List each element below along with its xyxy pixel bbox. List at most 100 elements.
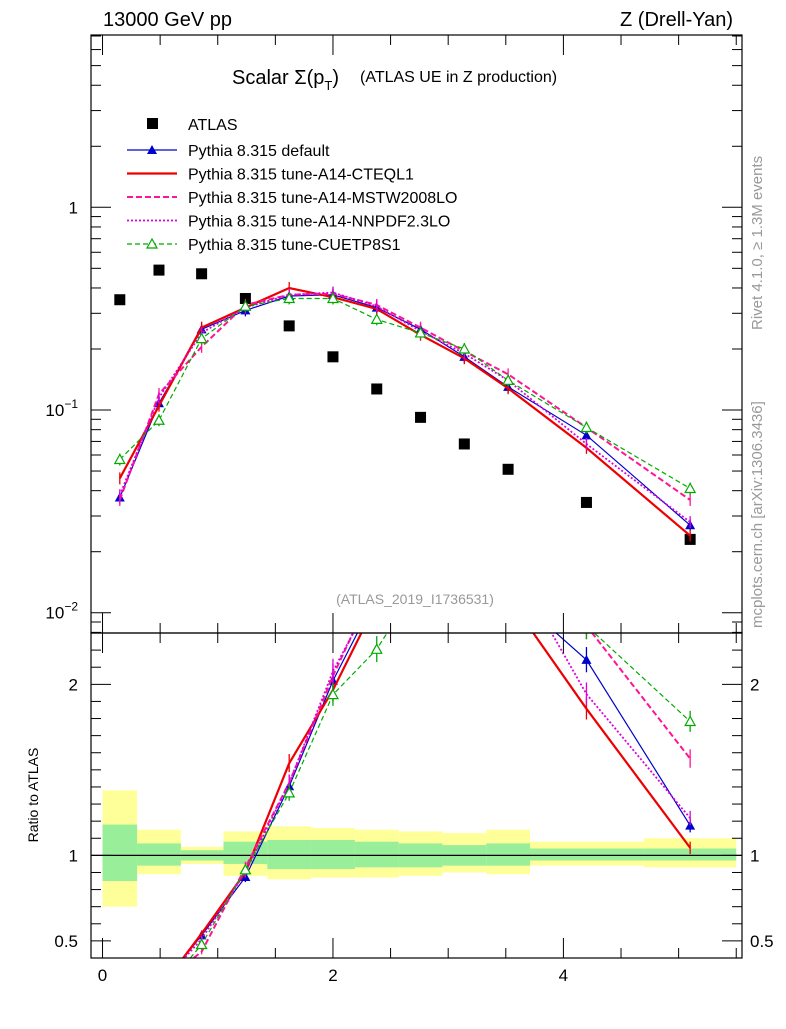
series-4-point	[370, 313, 383, 324]
series-4-point	[684, 482, 697, 494]
ratio-band-inner	[102, 824, 138, 882]
ratio-band-inner	[267, 839, 312, 870]
data-point-atlas	[327, 351, 339, 363]
series-1-ratio-line	[181, 633, 692, 958]
chart-title-sub: T	[324, 78, 332, 93]
data-point-atlas	[114, 294, 126, 306]
x-tick-label: 2	[328, 966, 337, 985]
data-point-atlas	[239, 292, 251, 304]
header-right: Z (Drell-Yan)	[620, 9, 733, 31]
chart-title-rest: (ATLAS UE in Z production)	[360, 69, 557, 86]
legend-label-series-2: Pythia 8.315 tune-A14-MSTW2008LO	[188, 190, 457, 207]
series-4-ratio-point	[195, 938, 208, 950]
series-4-point	[283, 292, 296, 304]
main-y-tick-label-exp: −2	[64, 600, 78, 614]
series-0-ratio-point	[581, 654, 592, 664]
series-4-point	[458, 342, 471, 354]
legend-marker-series-0	[147, 145, 157, 154]
ratio-y-tick-label-left: 0.5	[54, 932, 78, 951]
series-4-ratio-point	[581, 621, 591, 630]
series-4-line	[119, 297, 691, 490]
series-4-point	[152, 414, 166, 425]
ratio-band-inner	[137, 843, 181, 866]
series-4-ratio-point	[154, 990, 164, 999]
main-panel: 110−110−2 Scalar Σ(pT) (ATLAS UE in Z pr…	[45, 34, 743, 634]
side-rivet-label: Rivet 4.1.0, ≥ 1.3M events	[749, 156, 766, 330]
ratio-band-inner	[354, 841, 399, 868]
ratio-y-tick-label-right: 0.5	[750, 932, 774, 951]
series-4-point	[239, 300, 252, 311]
data-point-atlas	[502, 463, 514, 475]
data-point-atlas	[371, 383, 383, 395]
data-point-atlas	[415, 411, 427, 423]
series-0-point	[581, 430, 592, 440]
chart-title: Scalar Σ(pT)	[232, 67, 339, 93]
series-4-point	[580, 421, 593, 433]
series-4-ratio-point	[459, 518, 469, 527]
ratio-y-tick-label-left: 2	[69, 675, 78, 694]
legend-marker-series-4	[145, 237, 159, 249]
chart-title-main: Scalar Σ(p	[232, 67, 324, 89]
series-0-ratio-point	[503, 585, 513, 594]
series-4-ratio-point	[239, 863, 252, 875]
legend-label-series-1: Pythia 8.315 tune-A14-CTEQL1	[188, 167, 414, 184]
main-y-tick-label-base: 10	[45, 604, 64, 623]
ratio-y-tick-label-right: 2	[750, 675, 759, 694]
x-axis: 0 2 4	[98, 966, 568, 985]
ratio-y-tick-label-left: 1	[69, 846, 78, 865]
series-1-line	[118, 286, 691, 537]
header-left: 13000 GeV pp	[103, 9, 232, 31]
legend-label-series-0: Pythia 8.315 default	[188, 143, 330, 160]
ratio-y-tick-label-right: 1	[750, 846, 759, 865]
x-tick-label: 0	[98, 966, 107, 985]
series-0-ratio-point	[459, 561, 469, 570]
series-4-point	[414, 326, 427, 338]
series-3-ratio-line	[183, 633, 691, 958]
main-y-tick-label: 1	[69, 198, 78, 217]
series-4-point	[326, 292, 339, 304]
series-2-line	[118, 292, 691, 501]
data-point-atlas	[153, 264, 165, 276]
data-point-atlas	[283, 320, 295, 332]
chart-title-close: )	[332, 67, 339, 89]
ratio-band-inner	[644, 848, 737, 861]
series-0-ratio-point	[115, 1003, 125, 1012]
main-y-tick-label-base: 10	[45, 401, 64, 420]
series-4-ratio-point	[503, 552, 513, 561]
x-tick-label: 4	[559, 966, 568, 985]
series-4-ratio-point	[416, 575, 426, 584]
series-2-ratio-line	[191, 633, 691, 958]
series-3-line	[118, 291, 691, 523]
ratio-ylabel: Ratio to ATLAS	[25, 748, 41, 843]
series-4-ratio-point	[370, 643, 383, 654]
analysis-ref: (ATLAS_2019_I1736531)	[336, 591, 494, 607]
series-4-ratio-point	[115, 994, 125, 1003]
series-4-point	[502, 374, 515, 385]
ratio-panel: 0.5 0.5 1 1 2 2 Ratio to ATLAS	[25, 518, 774, 1012]
legend-label-atlas: ATLAS	[188, 117, 238, 134]
legend-label-series-4: Pythia 8.315 tune-CUETP8S1	[188, 237, 401, 254]
data-point-atlas	[196, 268, 208, 280]
ratio-band-inner	[486, 843, 530, 866]
main-y-tick-label-exp: −1	[64, 397, 78, 411]
series-4-ratio-point	[684, 715, 697, 727]
series-0-ratio-line	[182, 633, 691, 958]
ratio-frame	[90, 632, 743, 959]
main-y-tick-label-base: 1	[69, 198, 78, 217]
ratio-band-inner	[311, 839, 355, 870]
series-4-point	[113, 453, 126, 465]
side-mcplots-label: mcplots.cern.ch [arXiv:1306.3436]	[749, 401, 766, 628]
series-4-ratio-point	[283, 786, 296, 798]
main-y-tick-label: 10−1	[45, 397, 78, 420]
legend: ATLAS Pythia 8.315 default Pythia 8.315 t…	[127, 117, 457, 254]
ratio-band-inner	[529, 848, 645, 861]
series-0-ratio-point	[154, 984, 164, 993]
main-y-tick-label: 10−2	[45, 600, 78, 623]
legend-marker-atlas	[147, 118, 158, 129]
data-point-atlas	[580, 496, 592, 508]
legend-label-series-3: Pythia 8.315 tune-A14-NNPDF2.3LO	[188, 214, 450, 231]
series-4-ratio-point	[326, 688, 339, 700]
series-0-line	[119, 294, 691, 526]
data-point-atlas	[458, 438, 470, 450]
